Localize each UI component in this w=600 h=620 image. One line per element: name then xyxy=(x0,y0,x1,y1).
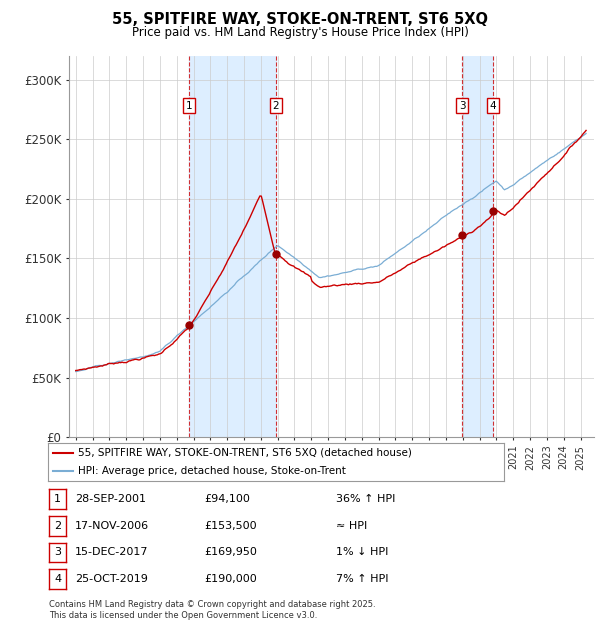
Text: ≈ HPI: ≈ HPI xyxy=(336,521,367,531)
Text: 55, SPITFIRE WAY, STOKE-ON-TRENT, ST6 5XQ: 55, SPITFIRE WAY, STOKE-ON-TRENT, ST6 5X… xyxy=(112,12,488,27)
Text: 4: 4 xyxy=(490,101,497,111)
Text: 1: 1 xyxy=(54,494,61,504)
Text: Contains HM Land Registry data © Crown copyright and database right 2025.
This d: Contains HM Land Registry data © Crown c… xyxy=(49,600,376,619)
Text: 25-OCT-2019: 25-OCT-2019 xyxy=(75,574,148,584)
Text: 2: 2 xyxy=(272,101,279,111)
Text: Price paid vs. HM Land Registry's House Price Index (HPI): Price paid vs. HM Land Registry's House … xyxy=(131,26,469,39)
Text: 3: 3 xyxy=(459,101,466,111)
Bar xyxy=(462,56,493,437)
Text: HPI: Average price, detached house, Stoke-on-Trent: HPI: Average price, detached house, Stok… xyxy=(77,466,346,476)
Text: £94,100: £94,100 xyxy=(204,494,250,504)
Text: 2: 2 xyxy=(54,521,61,531)
Text: 28-SEP-2001: 28-SEP-2001 xyxy=(75,494,146,504)
Text: £169,950: £169,950 xyxy=(204,547,257,557)
Text: 1: 1 xyxy=(186,101,193,111)
Text: 1% ↓ HPI: 1% ↓ HPI xyxy=(336,547,388,557)
Text: 55, SPITFIRE WAY, STOKE-ON-TRENT, ST6 5XQ (detached house): 55, SPITFIRE WAY, STOKE-ON-TRENT, ST6 5X… xyxy=(77,448,412,458)
Bar xyxy=(189,56,275,437)
Text: £190,000: £190,000 xyxy=(204,574,257,584)
Text: 36% ↑ HPI: 36% ↑ HPI xyxy=(336,494,395,504)
Text: 7% ↑ HPI: 7% ↑ HPI xyxy=(336,574,389,584)
Text: £153,500: £153,500 xyxy=(204,521,257,531)
Text: 4: 4 xyxy=(54,574,61,584)
Text: 17-NOV-2006: 17-NOV-2006 xyxy=(75,521,149,531)
Text: 15-DEC-2017: 15-DEC-2017 xyxy=(75,547,149,557)
Text: 3: 3 xyxy=(54,547,61,557)
